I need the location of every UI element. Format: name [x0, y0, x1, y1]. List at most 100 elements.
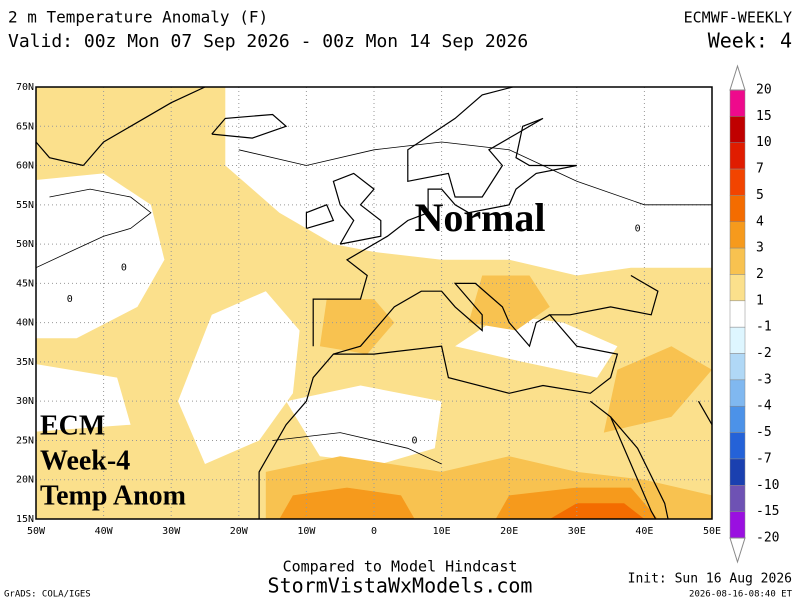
- footer-site: StormVistaWxModels.com: [268, 574, 533, 598]
- overlay-text: Week-4: [40, 445, 130, 476]
- colorbar-bin: [729, 168, 746, 196]
- lon-label: 20E: [500, 526, 518, 537]
- anomaly-area: [286, 385, 442, 464]
- lat-label: 55N: [16, 200, 34, 211]
- colorbar-label: 3: [756, 241, 764, 256]
- colorbar-label: 7: [756, 162, 764, 177]
- contour: [238, 141, 712, 206]
- anomaly-area: [225, 87, 712, 276]
- lon-label: 10E: [433, 526, 451, 537]
- coastline: [312, 87, 577, 347]
- anomaly-area: [36, 173, 165, 339]
- colorbar-label: -20: [756, 531, 779, 546]
- colorbar-label: -7: [756, 451, 772, 466]
- overlay-text: Temp Anom: [40, 480, 186, 511]
- lat-label: 15N: [16, 514, 34, 525]
- colorbar-end: [729, 64, 746, 91]
- colorbar-bin: [729, 300, 746, 328]
- map: 0 0 0 0: [36, 87, 712, 519]
- anomaly-area: [549, 503, 645, 519]
- coastline: [697, 400, 712, 426]
- contour-label: 0: [412, 435, 418, 446]
- colorbar-bin: [729, 379, 746, 407]
- contour: [36, 188, 152, 269]
- colorbar-label: -15: [756, 504, 779, 519]
- lat-label: 30N: [16, 396, 34, 407]
- colorbar-label: 20: [756, 83, 772, 98]
- colorbar-bin: [729, 326, 746, 354]
- lat-label: 40N: [16, 318, 34, 329]
- lon-label: 30E: [568, 526, 586, 537]
- valid-time: Valid: 00z Mon 07 Sep 2026 - 00z Mon 14 …: [8, 31, 528, 52]
- anomaly-area: [603, 346, 712, 433]
- colorbar-label: -4: [756, 399, 772, 414]
- colorbar-label: 1: [756, 293, 764, 308]
- lat-label: 25N: [16, 435, 34, 446]
- colorbar-bin: [729, 458, 746, 486]
- colorbar-label: -10: [756, 478, 779, 493]
- colorbar-label: 10: [756, 135, 772, 150]
- colorbar-label: -2: [756, 346, 772, 361]
- coastline: [333, 282, 551, 355]
- annotation: Normal: [414, 195, 545, 240]
- colorbar-bin: [729, 116, 746, 143]
- colorbar-label: 15: [756, 109, 772, 124]
- lon-label: 40W: [95, 526, 114, 537]
- colorbar-bin: [729, 274, 746, 302]
- coastline: [82, 87, 206, 166]
- coastline: [258, 274, 659, 519]
- colorbar-bin: [729, 195, 746, 223]
- colorbar-bin: [729, 142, 746, 170]
- lon-label: 10W: [297, 526, 316, 537]
- colorbar-bin: [729, 221, 746, 249]
- colorbar-bin: [729, 247, 746, 275]
- week-label: Week: 4: [708, 29, 792, 53]
- anomaly-area: [279, 487, 415, 519]
- lon-label: 30W: [162, 526, 181, 537]
- anomaly-area: [178, 291, 300, 464]
- colorbar: 20 15 10 7 5 4 3 2 1 -1 -2 -3 -4 -5 -7 -10 -15 -20: [729, 64, 779, 564]
- coastline: [36, 141, 84, 167]
- colorbar-bin: [729, 405, 746, 433]
- colorbar-label: 2: [756, 267, 764, 282]
- coastline: [211, 113, 288, 139]
- colorbar-end: [729, 537, 746, 564]
- anomaly-area: [36, 364, 131, 432]
- title: 2 m Temperature Anomaly (F): [8, 8, 268, 27]
- lon-label: 40E: [635, 526, 653, 537]
- lat-label: 60N: [16, 161, 34, 172]
- model-name: ECMWF-WEEKLY: [684, 9, 792, 27]
- contour-label: 0: [67, 294, 73, 305]
- timestamp: 2026-08-16-08:40 ET: [689, 590, 793, 600]
- lat-label: 50N: [16, 239, 34, 250]
- map-frame: [35, 86, 713, 520]
- credit: GrADS: COLA/IGES: [4, 590, 91, 600]
- colorbar-label: -5: [756, 425, 772, 440]
- colorbar-label: -3: [756, 372, 772, 387]
- coastline: [305, 204, 335, 229]
- init-time: Init: Sun 16 Aug 2026: [628, 572, 792, 587]
- colorbar-bin: [729, 432, 746, 460]
- colorbar-bin: [729, 511, 746, 539]
- colorbar-bin: [729, 353, 746, 381]
- lon-label: 50W: [27, 526, 46, 537]
- colorbar-label: 5: [756, 188, 764, 203]
- lat-label: 65N: [16, 121, 34, 132]
- footer-note: Compared to Model Hindcast: [283, 558, 518, 576]
- contour-label: 0: [635, 223, 641, 234]
- lat-label: 35N: [16, 357, 34, 368]
- lon-label: 50E: [703, 526, 721, 537]
- colorbar-bin: [729, 485, 746, 512]
- colorbar-label: -1: [756, 320, 772, 335]
- contour-label: 0: [121, 263, 127, 274]
- coastline: [332, 172, 382, 245]
- colorbar-label: 4: [756, 214, 764, 229]
- lon-label: 20W: [230, 526, 249, 537]
- lat-label: 45N: [16, 278, 34, 289]
- lat-label: 70N: [16, 82, 34, 93]
- colorbar-bin: [729, 89, 746, 117]
- overlay-text: ECM: [40, 410, 105, 441]
- coastline: [610, 416, 669, 519]
- lon-label: 0: [371, 526, 377, 537]
